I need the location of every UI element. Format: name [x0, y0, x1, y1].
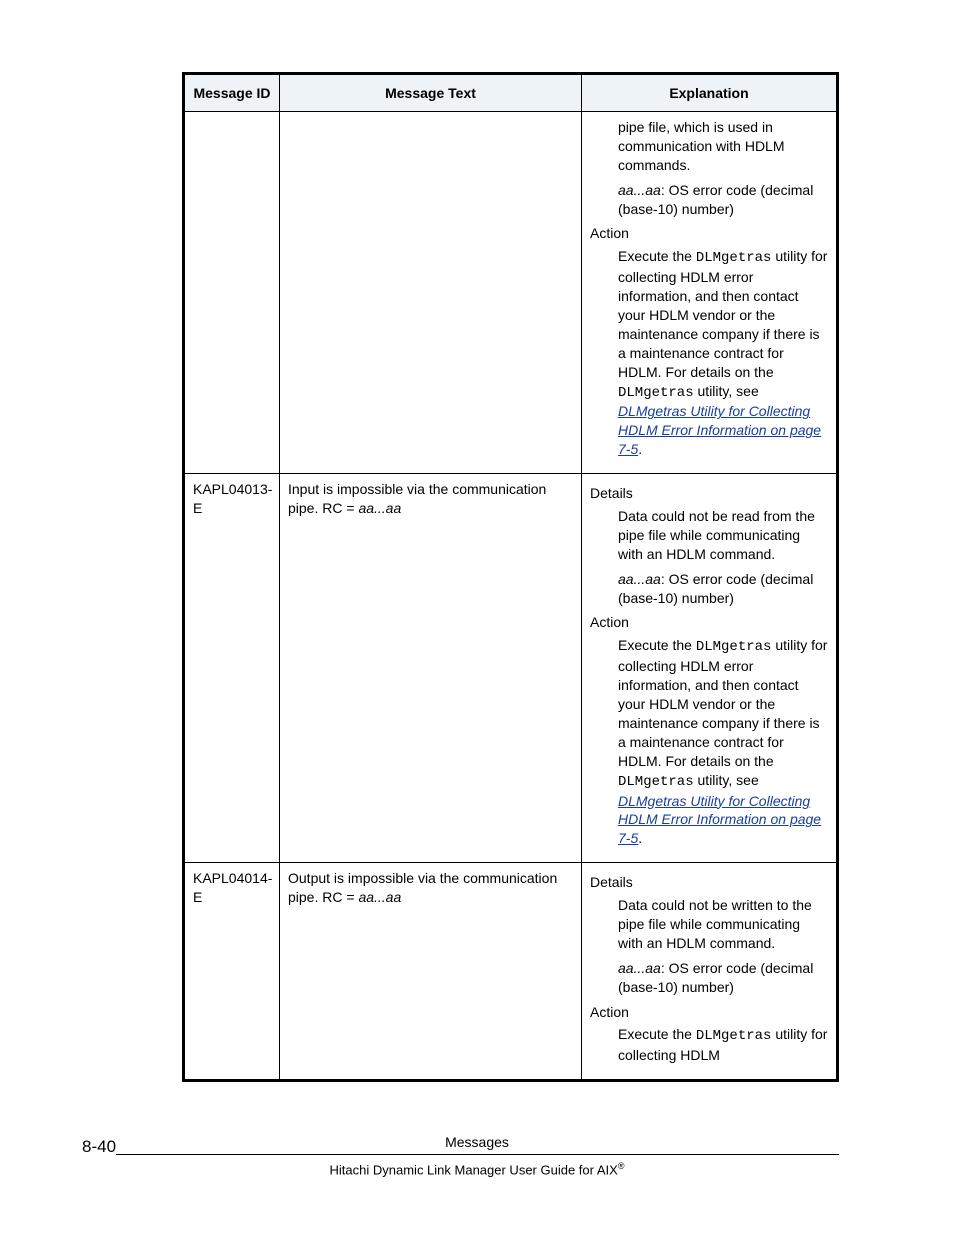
action-mid: utility for collecting HDLM error inform… [618, 248, 827, 379]
code-variable: aa...aa [618, 182, 661, 198]
cell-id [184, 112, 280, 474]
action-tail: utility, see [694, 383, 759, 399]
action-body: Execute the DLMgetras utility for collec… [618, 636, 828, 848]
action-heading: Action [590, 224, 828, 243]
page-footer: Messages Hitachi Dynamic Link Manager Us… [0, 1134, 954, 1177]
action-heading: Action [590, 1003, 828, 1022]
action-prelude: Execute the [618, 248, 696, 264]
col-header-text: Message Text [280, 74, 582, 112]
utility-name: DLMgetras [696, 1028, 772, 1044]
details-heading: Details [590, 873, 828, 892]
action-tail: utility, see [694, 772, 759, 788]
registered-mark: ® [618, 1161, 625, 1171]
period: . [638, 830, 642, 846]
cell-text: Input is impossible via the communicatio… [280, 474, 582, 863]
cell-text: Output is impossible via the communicati… [280, 863, 582, 1081]
details-body: Data could not be read from the pipe fil… [618, 507, 828, 564]
cell-explanation: Details Data could not be read from the … [582, 474, 838, 863]
action-heading: Action [590, 613, 828, 632]
table-row: KAPL04014-E Output is impossible via the… [184, 863, 838, 1081]
action-body: Execute the DLMgetras utility for collec… [618, 247, 828, 459]
utility-name: DLMgetras [696, 250, 772, 266]
details-body: Data could not be written to the pipe fi… [618, 896, 828, 953]
action-mid: utility for collecting HDLM error inform… [618, 637, 827, 768]
msg-text-var: aa...aa [358, 889, 401, 905]
crossref-link[interactable]: DLMgetras Utility for Collecting HDLM Er… [618, 403, 821, 457]
col-header-explanation: Explanation [582, 74, 838, 112]
footer-section: Messages [0, 1134, 954, 1150]
utility-name: DLMgetras [618, 774, 694, 790]
cell-explanation: Details Data could not be written to the… [582, 863, 838, 1081]
table-header-row: Message ID Message Text Explanation [184, 74, 838, 112]
footer-divider [116, 1154, 839, 1155]
details-heading: Details [590, 484, 828, 503]
code-variable: aa...aa [618, 960, 661, 976]
msg-text-pre: Input is impossible via the communicatio… [288, 481, 546, 516]
table-row: pipe file, which is used in communicatio… [184, 112, 838, 474]
utility-name: DLMgetras [618, 385, 694, 401]
error-code-line: aa...aa: OS error code (decimal (base-10… [618, 570, 828, 608]
table-row: KAPL04013-E Input is impossible via the … [184, 474, 838, 863]
cell-explanation: pipe file, which is used in communicatio… [582, 112, 838, 474]
details-continuation: pipe file, which is used in communicatio… [618, 118, 828, 175]
action-prelude: Execute the [618, 1026, 696, 1042]
guide-text: Hitachi Dynamic Link Manager User Guide … [330, 1162, 618, 1177]
code-variable: aa...aa [618, 571, 661, 587]
messages-table: Message ID Message Text Explanation pipe… [182, 72, 839, 1082]
msg-text-var: aa...aa [358, 500, 401, 516]
cell-id: KAPL04014-E [184, 863, 280, 1081]
action-prelude: Execute the [618, 637, 696, 653]
period: . [638, 441, 642, 457]
msg-text-pre: Output is impossible via the communicati… [288, 870, 557, 905]
action-body: Execute the DLMgetras utility for collec… [618, 1025, 828, 1065]
crossref-link[interactable]: DLMgetras Utility for Collecting HDLM Er… [618, 793, 821, 847]
col-header-id: Message ID [184, 74, 280, 112]
cell-text [280, 112, 582, 474]
utility-name: DLMgetras [696, 639, 772, 655]
error-code-line: aa...aa: OS error code (decimal (base-10… [618, 181, 828, 219]
footer-guide-title: Hitachi Dynamic Link Manager User Guide … [0, 1161, 954, 1177]
error-code-line: aa...aa: OS error code (decimal (base-10… [618, 959, 828, 997]
cell-id: KAPL04013-E [184, 474, 280, 863]
document-page: Message ID Message Text Explanation pipe… [0, 0, 954, 1235]
